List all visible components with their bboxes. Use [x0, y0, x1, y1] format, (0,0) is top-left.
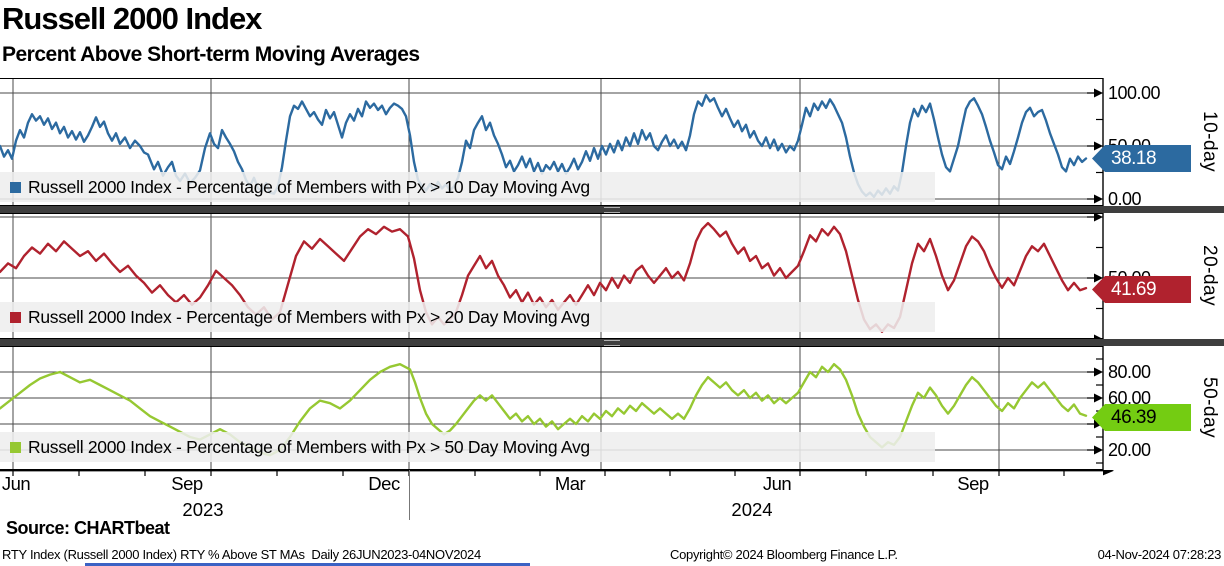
y-axis-label: 80.00 [1108, 362, 1151, 382]
legend-10-day[interactable]: Russell 2000 Index - Percentage of Membe… [0, 172, 935, 202]
x-axis-month-label: Sep [171, 473, 203, 494]
chart-title: Russell 2000 Index [2, 1, 262, 36]
timestamp: 04-Nov-2024 07:28:23 [1097, 547, 1222, 562]
panel-separator [0, 206, 1224, 213]
panel-title-10-day: 10-day [1199, 111, 1220, 173]
legend-50-day[interactable]: Russell 2000 Index - Percentage of Membe… [0, 432, 935, 462]
y-axis-label: 100.00 [1108, 83, 1161, 103]
source-label: Source: CHARTbeat [6, 518, 170, 538]
security-info: RTY Index (Russell 2000 Index) RTY % Abo… [2, 547, 481, 562]
year-divider-line [409, 470, 410, 520]
x-axis-year-label: 2024 [731, 499, 773, 520]
x-axis-month-label: Sep [957, 473, 989, 494]
y-axis-label: 0.00 [1108, 189, 1142, 209]
legend-marker-icon [10, 181, 21, 193]
panel-title-20-day: 20-day [1199, 245, 1220, 307]
bottom-blue-strip [85, 563, 530, 566]
last-price-flag-10-day: 38.18 [1092, 145, 1191, 172]
copyright-text: Copyright© 2024 Bloomberg Finance L.P. [670, 547, 898, 562]
x-axis-month-label: Jun [762, 473, 792, 494]
legend-marker-icon [10, 311, 21, 323]
legend-label: Russell 2000 Index - Percentage of Membe… [28, 176, 590, 197]
panel-resize-grip[interactable] [604, 340, 620, 346]
x-axis-month-label: Mar [554, 473, 586, 494]
panel-title-50-day: 50-day [1199, 377, 1220, 439]
legend-20-day[interactable]: Russell 2000 Index - Percentage of Membe… [0, 302, 935, 332]
y-axis-label: 20.00 [1108, 440, 1151, 460]
legend-label: Russell 2000 Index - Percentage of Membe… [28, 436, 590, 457]
chart-subtitle: Percent Above Short-term Moving Averages [2, 43, 420, 66]
legend-label: Russell 2000 Index - Percentage of Membe… [28, 306, 590, 327]
panel-separator [0, 339, 1224, 346]
legend-marker-icon [10, 441, 21, 453]
last-price-flag-50-day: 46.39 [1092, 404, 1191, 431]
x-axis-month-label: Dec [368, 473, 400, 494]
last-price-flag-20-day: 41.69 [1092, 276, 1191, 303]
x-axis-month-label: Jun [1, 473, 31, 494]
x-axis-year-label: 2023 [182, 499, 224, 520]
y-axis-label: 60.00 [1108, 388, 1151, 408]
panel-resize-grip[interactable] [604, 207, 620, 213]
